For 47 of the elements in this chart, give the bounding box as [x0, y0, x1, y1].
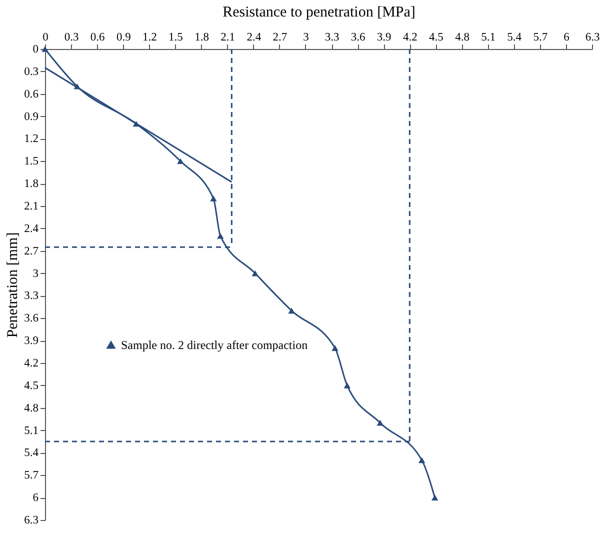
- y-tick-label: 0.6: [24, 88, 39, 100]
- x-tick-label: 4.2: [402, 32, 418, 44]
- x-tick-label: 0.6: [90, 32, 106, 44]
- x-tick-label: 2.4: [246, 32, 262, 44]
- x-tick-label: 3.6: [350, 32, 366, 44]
- x-tick-label: 6.3: [585, 32, 600, 44]
- y-tick-label: 0: [32, 44, 39, 56]
- x-tick-label: 5.7: [533, 32, 548, 44]
- x-tick-label: 2.7: [272, 32, 288, 44]
- y-tick-label: 6.3: [24, 514, 39, 526]
- x-tick-label: 6: [564, 32, 570, 44]
- x-tick-label: 4.8: [455, 32, 470, 44]
- y-tick-label: 2.1: [24, 200, 39, 212]
- x-tick-label: 3.9: [376, 32, 392, 44]
- x-tick-label: 0.3: [64, 32, 79, 44]
- x-tick-label: 3: [303, 32, 310, 44]
- x-tick-label: 1.8: [194, 32, 210, 44]
- y-tick-label: 6: [32, 492, 39, 504]
- x-tick-label: 1.5: [168, 32, 184, 44]
- x-tick-label: 0: [42, 32, 49, 44]
- y-tick-label: 4.5: [24, 380, 39, 392]
- y-tick-label: 3: [32, 268, 39, 280]
- y-tick-label: 3.6: [24, 312, 39, 325]
- x-tick-label: 0.9: [116, 32, 132, 44]
- x-axis-title: Resistance to penetration [MPa]: [222, 4, 416, 20]
- x-tick-label: 2.1: [220, 32, 236, 44]
- x-tick-label: 1.2: [142, 32, 158, 44]
- x-tick-label: 3.3: [324, 32, 340, 44]
- x-tick-label: 5.4: [507, 32, 522, 44]
- y-tick-label: 5.4: [24, 447, 39, 460]
- x-tick-label: 4.5: [429, 32, 444, 44]
- y-tick-label: 3.9: [24, 335, 39, 348]
- y-tick-label: 5.7: [24, 470, 39, 482]
- legend-label: Sample no. 2 directly after compaction: [121, 338, 308, 352]
- y-tick-label: 1.2: [24, 133, 39, 146]
- y-tick-label: 3.3: [24, 290, 39, 302]
- y-axis-title: Penetration [mm]: [5, 232, 22, 338]
- y-tick-label: 2.7: [24, 245, 39, 258]
- y-tick-label: 4.8: [24, 402, 39, 414]
- y-tick-label: 1.8: [24, 178, 39, 190]
- y-tick-label: 0.3: [24, 66, 39, 78]
- y-tick-label: 1.5: [24, 156, 39, 168]
- y-tick-label: 4.2: [24, 358, 39, 370]
- y-tick-label: 2.4: [24, 222, 39, 235]
- x-tick-label: 5.1: [481, 32, 496, 44]
- y-tick-label: 0.9: [24, 110, 39, 123]
- y-tick-label: 5.1: [24, 424, 39, 437]
